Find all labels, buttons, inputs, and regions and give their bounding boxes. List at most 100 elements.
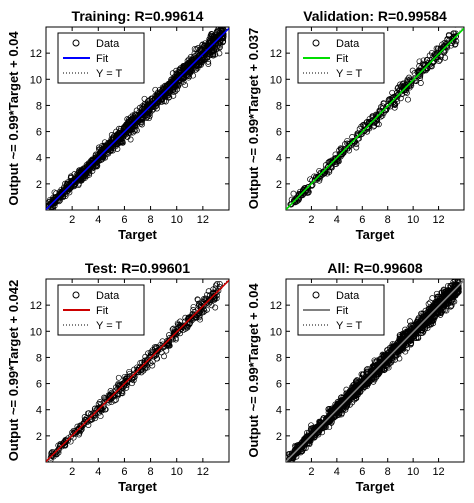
data-point — [61, 439, 67, 446]
x-tick-label: 8 — [148, 466, 154, 478]
data-point — [213, 37, 220, 44]
data-point — [132, 126, 139, 133]
data-point — [451, 279, 455, 280]
x-tick-label: 10 — [407, 466, 419, 478]
data-point — [172, 336, 179, 343]
data-point — [353, 141, 360, 147]
x-tick-label: 10 — [407, 214, 419, 226]
data-point — [194, 65, 201, 72]
data-point — [186, 59, 193, 66]
data-point — [305, 189, 312, 196]
data-point — [140, 115, 147, 122]
x-tick-label: 2 — [69, 466, 75, 478]
data-point — [406, 318, 413, 325]
x-tick-label: 4 — [95, 466, 101, 478]
data-point — [95, 153, 102, 159]
fit-line — [286, 27, 464, 210]
data-point — [175, 321, 182, 328]
y-axis-label: Output ~= 0.99*Target + 0.04 — [246, 283, 261, 458]
data-point — [95, 144, 102, 151]
data-point — [200, 309, 207, 316]
x-tick-label: 8 — [385, 214, 391, 226]
data-point — [433, 45, 440, 52]
data-point — [326, 424, 333, 431]
data-point — [314, 175, 321, 181]
data-point — [189, 67, 196, 74]
data-point — [97, 405, 104, 412]
data-point — [338, 397, 344, 404]
data-point — [92, 163, 99, 170]
data-point — [92, 415, 99, 422]
data-point — [353, 144, 360, 151]
data-point — [153, 355, 160, 362]
data-point — [434, 309, 440, 316]
legend-label: Fit — [96, 53, 108, 65]
data-point — [194, 296, 201, 303]
data-point — [444, 292, 451, 299]
data-point — [170, 336, 177, 343]
data-point — [420, 312, 427, 319]
data-point — [418, 329, 425, 336]
data-point — [450, 279, 457, 286]
y-tick-label: 12 — [30, 300, 42, 312]
data-point — [346, 147, 353, 154]
x-axis-label: Target — [356, 479, 395, 494]
data-point — [217, 27, 223, 29]
data-point — [129, 380, 135, 387]
data-point — [444, 36, 451, 43]
y-tick-label: 2 — [36, 431, 42, 443]
legend-marker — [312, 291, 320, 299]
data-point — [215, 287, 222, 294]
x-tick-label: 4 — [95, 214, 101, 226]
data-point — [429, 303, 436, 309]
data-point — [150, 99, 157, 106]
data-point — [216, 281, 223, 287]
data-point — [393, 345, 400, 352]
data-point — [369, 364, 376, 371]
data-point — [438, 289, 445, 296]
data-point — [321, 420, 328, 427]
data-point — [368, 375, 375, 382]
data-point — [445, 289, 452, 295]
panel-4: 2 4 6 8 10 12 2 4 6 8 10 12 All: R=0.99608 Target Outp… — [246, 260, 465, 494]
data-point — [115, 382, 121, 389]
legend-label: Data — [96, 290, 120, 302]
data-point — [217, 27, 224, 33]
data-point — [433, 299, 440, 306]
y-tick-label: 10 — [30, 74, 42, 86]
data-point — [195, 300, 202, 307]
y-axis-label: Output ~= 0.99*Target + 0.04 — [6, 31, 21, 206]
y-tick-label: 2 — [276, 179, 282, 191]
y-tick-label: 8 — [36, 352, 42, 364]
data-point — [373, 114, 380, 121]
legend: Data Fit Y = T — [297, 32, 385, 84]
data-point — [414, 323, 421, 330]
data-point — [455, 288, 462, 295]
data-point — [292, 197, 299, 203]
data-point — [151, 104, 158, 111]
data-point — [400, 87, 407, 94]
data-point — [325, 414, 331, 421]
x-axis-label: Target — [118, 227, 157, 242]
x-tick-label: 2 — [69, 214, 75, 226]
y-tick-label: 6 — [36, 127, 42, 139]
x-tick-label: 12 — [432, 466, 444, 478]
data-point — [302, 437, 309, 444]
legend-label: Y = T — [96, 320, 122, 332]
data-point — [351, 390, 358, 397]
data-point — [407, 340, 414, 347]
data-point — [76, 429, 83, 436]
data-point — [172, 335, 179, 342]
data-point — [131, 114, 138, 121]
chart-title: Validation: R=0.99584 — [303, 8, 447, 24]
data-point — [369, 113, 376, 120]
data-point — [64, 179, 71, 186]
data-point — [342, 398, 349, 405]
data-point — [398, 345, 405, 352]
legend-label: Fit — [336, 305, 348, 317]
y-tick-label: 4 — [36, 405, 42, 417]
data-point — [105, 145, 112, 151]
data-point — [403, 84, 410, 91]
data-point — [298, 443, 305, 450]
data-point — [394, 92, 401, 99]
